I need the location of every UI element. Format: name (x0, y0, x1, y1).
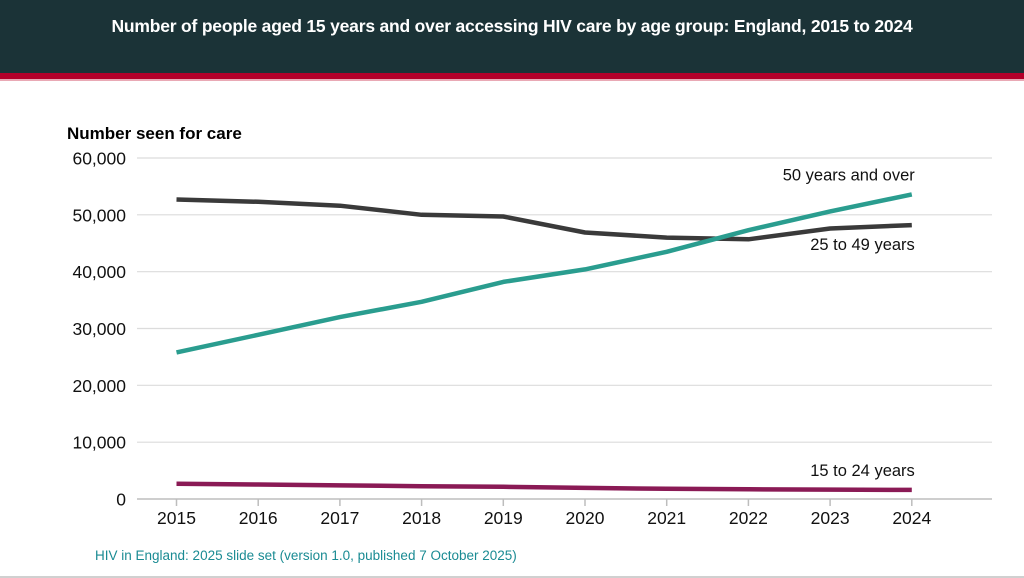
x-tick-label: 2015 (157, 508, 196, 528)
y-tick-label: 60,000 (72, 149, 126, 169)
chart-title: Number of people aged 15 years and over … (111, 16, 913, 36)
bottom-divider (0, 576, 1024, 578)
x-tick-label: 2016 (239, 508, 278, 528)
y-tick-label: 0 (116, 490, 126, 510)
y-tick-label: 30,000 (72, 319, 126, 339)
gridlines (137, 157, 992, 443)
y-axis-label: Number seen for care (67, 124, 242, 143)
series-label: 50 years and over (783, 166, 916, 184)
x-tick-label: 2017 (320, 508, 359, 528)
x-tick-label: 2020 (566, 508, 605, 528)
x-tick-label: 2019 (484, 508, 523, 528)
header-banner: Number of people aged 15 years and over … (0, 0, 1024, 73)
x-tick-label: 2022 (729, 508, 768, 528)
y-tick-labels: 0 10,000 20,000 30,000 40,000 50,000 60,000 (72, 149, 126, 510)
y-tick-label: 40,000 (72, 262, 126, 282)
series-label: 15 to 24 years (810, 462, 915, 480)
accent-bar-shadow (0, 79, 1024, 81)
x-tick-label: 2024 (892, 508, 931, 528)
y-tick-label: 50,000 (72, 205, 126, 225)
y-tick-label: 10,000 (72, 433, 126, 453)
series-line-15-to-24-years (176, 481, 912, 493)
x-axis: 2015 2016 2017 2018 2019 2020 2021 2022 2023 2024 (137, 498, 992, 528)
accent-bar (0, 73, 1024, 79)
series-line-50-years-and-over (176, 192, 913, 355)
x-tick-label: 2018 (402, 508, 441, 528)
source-note: HIV in England: 2025 slide set (version … (95, 548, 517, 563)
series-label: 25 to 49 years (810, 236, 915, 254)
series-labels: 50 years and over 25 to 49 years 15 to 24 … (783, 166, 916, 480)
y-tick-label: 20,000 (72, 376, 126, 396)
series-line-25-to-49-years (176, 197, 912, 242)
series-lines (176, 192, 913, 493)
x-tick-label: 2023 (811, 508, 850, 528)
x-tick-label: 2021 (647, 508, 686, 528)
